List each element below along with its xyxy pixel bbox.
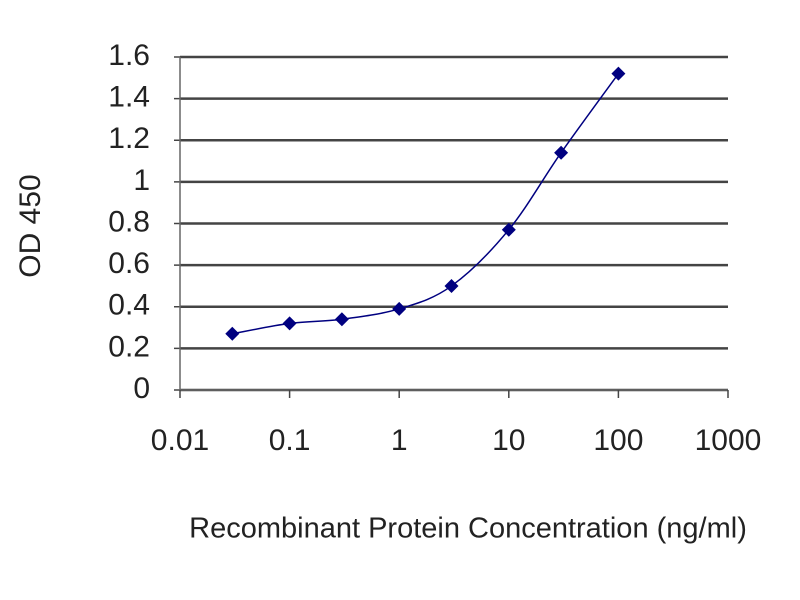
y-tick-label: 0.8: [108, 205, 150, 238]
point: [282, 316, 297, 331]
point: [554, 145, 569, 160]
y-tick-label: 0.2: [108, 330, 150, 363]
y-tick-label: 1.2: [108, 122, 150, 155]
x-tick-label: 100: [593, 424, 643, 457]
x-tick-label: 0.1: [269, 424, 311, 457]
y-tick-label: 1.6: [108, 39, 150, 72]
point: [392, 301, 407, 316]
x-tick-label: 0.01: [151, 424, 209, 457]
x-axis-label: Recombinant Protein Concentration (ng/ml…: [189, 513, 747, 545]
y-tick-label: 0: [133, 372, 150, 405]
point: [501, 222, 516, 237]
x-tick-label: 10: [492, 424, 525, 457]
y-tick-label: 1.4: [108, 81, 150, 114]
x-tick-label: 1: [391, 424, 408, 457]
y-tick-label: 0.6: [108, 247, 150, 280]
y-tick-label: 0.4: [108, 289, 150, 322]
point: [334, 312, 349, 327]
x-tick-label: 1000: [695, 424, 762, 457]
point: [444, 278, 459, 293]
y-tick-label: 1: [133, 164, 150, 197]
line: [232, 73, 620, 335]
point: [611, 66, 626, 81]
point: [225, 326, 240, 341]
y-axis-label: OD 450: [14, 174, 47, 277]
